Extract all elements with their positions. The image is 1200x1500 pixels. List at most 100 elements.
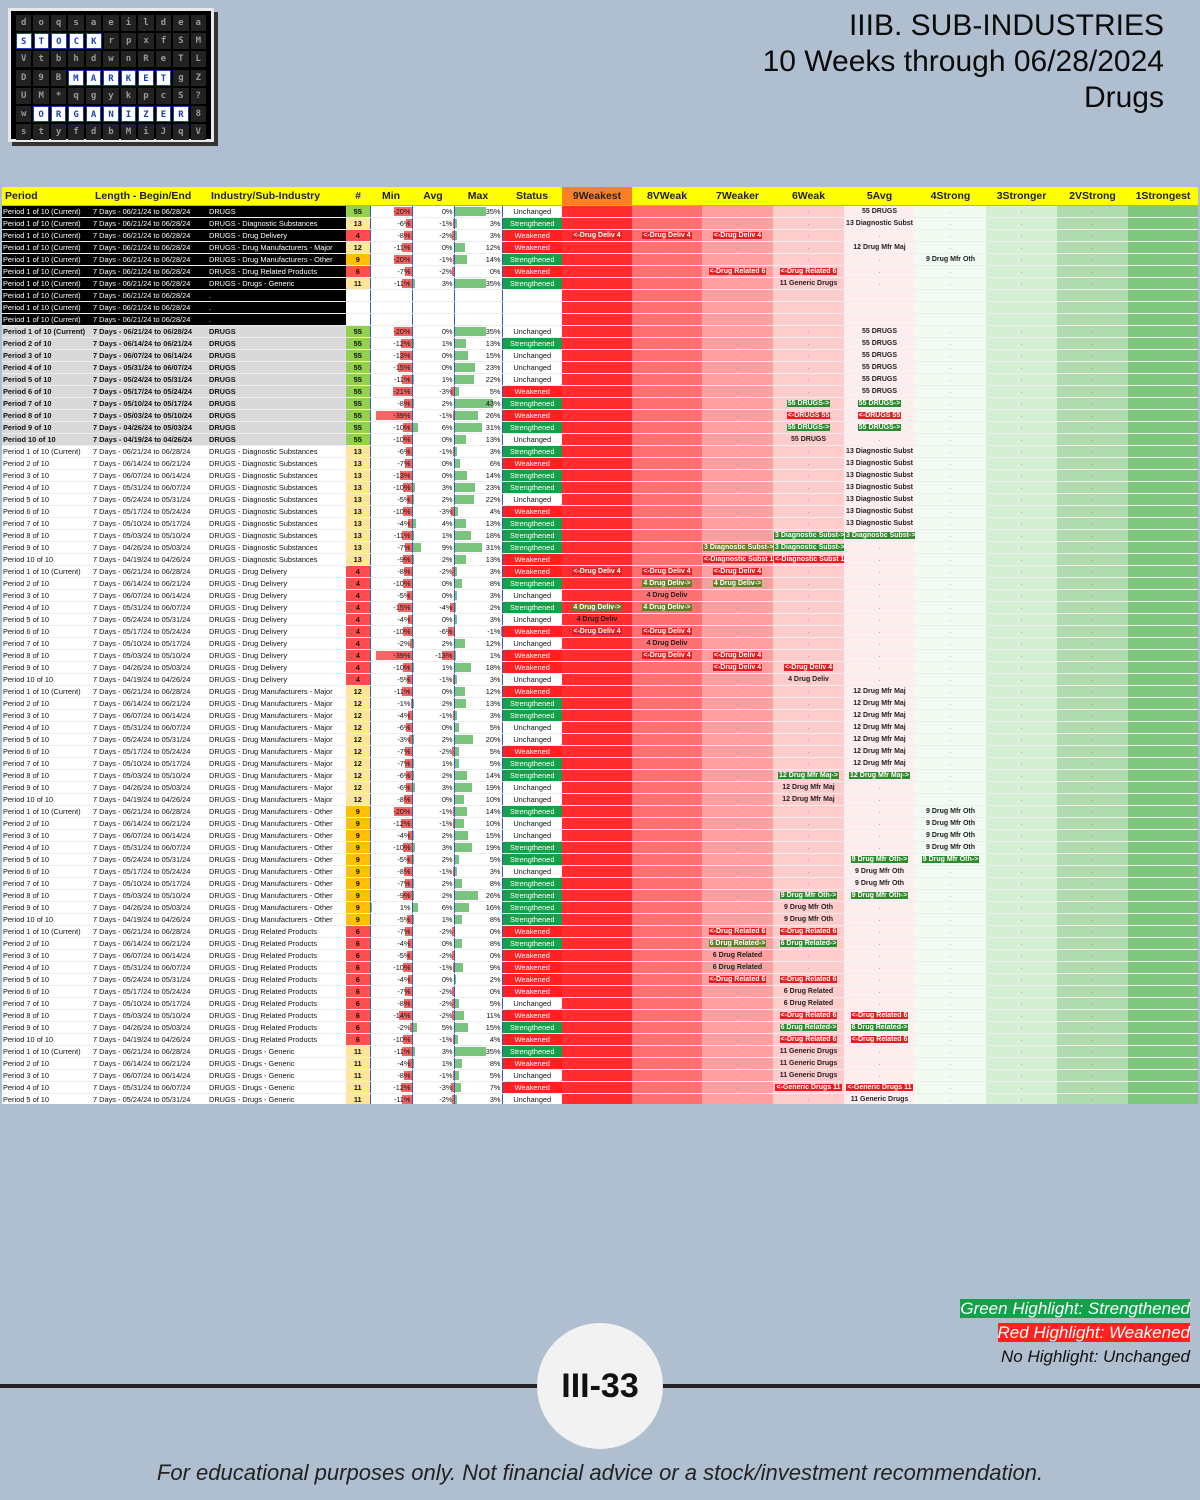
table-row: Period 5 of 10 7 Days - 05/24/24 to 05/31… bbox=[2, 973, 1198, 986]
rank-cell: . bbox=[1057, 373, 1128, 386]
table-row: Period 1 of 10 (Current) 7 Days - 06/21/2… bbox=[2, 241, 1198, 254]
rank-cell: . bbox=[562, 865, 632, 878]
logo-letter: f bbox=[155, 33, 172, 50]
rank-cell: 4 Drug Deliv-> bbox=[632, 577, 702, 590]
value-bar bbox=[402, 662, 412, 672]
rank-cell: . bbox=[773, 709, 844, 722]
rank-cell: . bbox=[773, 949, 844, 962]
rank-cell: . bbox=[702, 217, 773, 230]
value-bar bbox=[449, 602, 454, 612]
date-range-cell: 7 Days - 06/21/24 to 06/28/24 bbox=[92, 265, 208, 278]
status-cell: Weakened bbox=[501, 961, 562, 974]
value-bar bbox=[448, 626, 454, 636]
min-cell: -4% bbox=[369, 517, 412, 530]
value-text: 18% bbox=[485, 530, 501, 540]
value-bar bbox=[398, 362, 412, 372]
column-header: Max bbox=[454, 187, 502, 206]
rank-cell: 6 Drug Related-> bbox=[844, 1021, 915, 1034]
rank-cell: . bbox=[1057, 457, 1128, 470]
rank-cell: . bbox=[562, 505, 632, 518]
rank-cell: . bbox=[562, 493, 632, 506]
value-text: -6% bbox=[397, 782, 411, 792]
value-bar bbox=[406, 722, 412, 732]
min-cell: -21% bbox=[369, 385, 412, 398]
value-bar bbox=[455, 782, 472, 792]
rank-cell: . bbox=[702, 421, 773, 434]
period-cell: Period 4 of 10 bbox=[2, 961, 92, 974]
rank-label: 55 DRUGS bbox=[861, 363, 897, 371]
value-bar bbox=[451, 950, 454, 960]
rank-cell: 6 Drug Related-> bbox=[773, 937, 844, 950]
count-cell: 55 bbox=[346, 361, 370, 374]
value-text: -5% bbox=[397, 674, 411, 684]
status-cell: Unchanged bbox=[501, 865, 562, 878]
value-bar bbox=[413, 830, 415, 840]
status-cell: Unchanged bbox=[501, 733, 562, 746]
rank-cell: . bbox=[986, 901, 1057, 914]
rank-cell: . bbox=[1128, 757, 1198, 770]
min-cell: -7% bbox=[369, 877, 412, 890]
rank-cell: . bbox=[986, 937, 1057, 950]
period-cell: Period 4 of 10 bbox=[2, 361, 92, 374]
rank-cell bbox=[702, 301, 773, 314]
rank-cell: . bbox=[1128, 553, 1198, 566]
rank-cell: . bbox=[915, 397, 986, 410]
min-cell: -5% bbox=[369, 589, 412, 602]
rank-cell: . bbox=[562, 901, 632, 914]
industry-cell: DRUGS - Drug Related Products bbox=[208, 265, 346, 278]
rank-cell: . bbox=[773, 241, 844, 254]
value-text: -7% bbox=[397, 746, 411, 756]
date-range-cell: 7 Days - 06/14/24 to 06/21/24 bbox=[92, 337, 208, 350]
count-cell: 9 bbox=[346, 865, 370, 878]
status-cell: Weakened bbox=[501, 1057, 562, 1070]
rank-cell: . bbox=[1057, 721, 1128, 734]
status-cell: Weakened bbox=[501, 625, 562, 638]
rank-cell: . bbox=[773, 757, 844, 770]
rank-cell: 9 Drug Mfr Oth-> bbox=[844, 853, 915, 866]
rank-cell: . bbox=[986, 589, 1057, 602]
value-bar bbox=[402, 482, 412, 492]
logo-letter: e bbox=[155, 51, 172, 68]
date-range-cell: 7 Days - 05/03/24 to 05/10/24 bbox=[92, 529, 208, 542]
table-row: Period 9 of 10 7 Days - 04/26/24 to 05/03… bbox=[2, 781, 1198, 794]
avg-cell: -13% bbox=[411, 649, 454, 662]
min-cell: -10% bbox=[369, 625, 412, 638]
rank-cell: . bbox=[915, 1081, 986, 1094]
value-bar bbox=[451, 566, 454, 576]
count-cell: 12 bbox=[346, 241, 370, 254]
rank-cell: . bbox=[632, 697, 702, 710]
rank-cell: . bbox=[915, 769, 986, 782]
rank-cell: . bbox=[632, 745, 702, 758]
date-range-cell: 7 Days - 06/21/24 to 06/28/24 bbox=[92, 804, 208, 818]
value-bar bbox=[455, 254, 468, 264]
avg-cell: 3% bbox=[411, 277, 454, 290]
count-cell: 4 bbox=[346, 564, 370, 578]
table-row: Period 8 of 10 7 Days - 05/03/24 to 05/10… bbox=[2, 649, 1198, 662]
min-cell: -4% bbox=[369, 937, 412, 950]
column-header: 2VStrong bbox=[1057, 187, 1128, 206]
disclaimer-text: For educational purposes only. Not finan… bbox=[156, 1460, 1044, 1485]
period-cell: Period 9 of 10 bbox=[2, 1021, 92, 1034]
period-cell: Period 2 of 10 bbox=[2, 937, 92, 950]
rank-cell: 3 Diagnostic Subst-> bbox=[773, 529, 844, 542]
count-cell: 9 bbox=[346, 829, 370, 842]
value-text: -10% bbox=[393, 962, 411, 972]
rank-cell: . bbox=[1057, 277, 1128, 290]
table-row: Period 1 of 10 (Current) 7 Days - 06/21/2… bbox=[2, 924, 1198, 938]
rank-cell: . bbox=[773, 493, 844, 506]
rank-cell: . bbox=[915, 1033, 986, 1046]
min-cell: -2% bbox=[369, 1021, 412, 1034]
value-text: -11% bbox=[393, 530, 411, 540]
value-bar bbox=[455, 1046, 486, 1056]
value-bar bbox=[455, 734, 473, 744]
max-cell: 18% bbox=[453, 529, 502, 542]
count-cell: 12 bbox=[346, 745, 370, 758]
rank-label: 6 Drug Related-> bbox=[779, 1023, 838, 1031]
value-text: -5% bbox=[397, 494, 411, 504]
value-text: 0% bbox=[489, 986, 501, 996]
column-header: Length - Begin/End bbox=[92, 187, 208, 206]
max-cell: 0% bbox=[453, 985, 502, 998]
rank-cell: . bbox=[986, 529, 1057, 542]
table-row: Period 2 of 10 7 Days - 06/14/24 to 06/21… bbox=[2, 937, 1198, 950]
rank-cell: . bbox=[632, 853, 702, 866]
